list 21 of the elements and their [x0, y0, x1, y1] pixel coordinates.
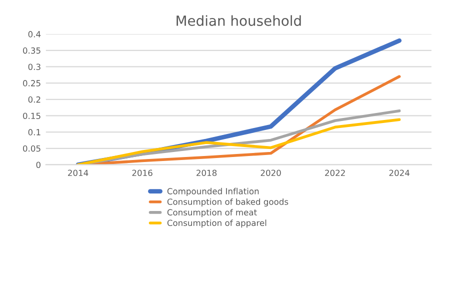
y-tick-label: 0.05 [23, 145, 40, 152]
legend-label: Consumption of apparel [167, 220, 266, 228]
y-tick-label: 0.4 [28, 31, 41, 38]
x-tick-label: 2018 [196, 170, 217, 176]
y-tick-label: 0.1 [28, 129, 40, 136]
y-tick-label: 0 [36, 162, 40, 168]
y-tick-label: 0.25 [23, 80, 40, 86]
y-tick-label: 0.2 [28, 96, 40, 103]
y-tick-label: 0.35 [23, 47, 40, 54]
y-tick-label: 0.3 [28, 64, 40, 70]
x-tick-label: 2016 [132, 170, 152, 176]
line-series [76, 118, 401, 165]
x-tick-label: 2024 [389, 170, 410, 176]
y-tick-label: 0.15 [23, 112, 40, 120]
x-tick-label: 2022 [325, 170, 345, 176]
x-tick-label: 2020 [260, 170, 281, 176]
legend-label: Compounded Inflation [167, 188, 259, 196]
legend-label: Consumption of baked goods [167, 198, 288, 207]
legend-label: Consumption of meat [167, 209, 257, 218]
x-tick-label: 2014 [68, 170, 88, 176]
chart-title: Median household [176, 15, 301, 26]
